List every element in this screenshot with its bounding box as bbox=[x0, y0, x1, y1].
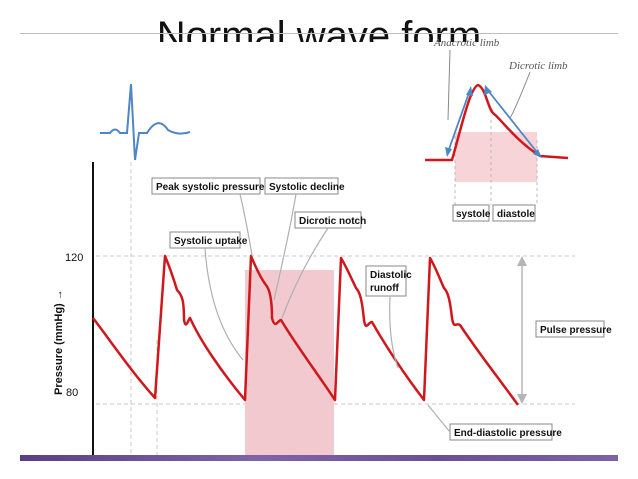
svg-text:Systolic uptake: Systolic uptake bbox=[174, 236, 248, 247]
svg-text:End-diastolic pressure: End-diastolic pressure bbox=[454, 428, 562, 439]
label-dicrotic-notch: Dicrotic notch bbox=[294, 211, 366, 229]
dicrotic-limb-label: Dicrotic limb bbox=[508, 60, 568, 72]
label-systolic-uptake: Systolic uptake bbox=[169, 231, 248, 249]
leader-lines bbox=[204, 193, 451, 433]
anacrotic-arrow bbox=[447, 89, 471, 153]
pulse-arrow-head-top bbox=[517, 256, 527, 266]
anacrotic-limb-label: Anacrotic limb bbox=[433, 37, 500, 49]
diastole-label: diastole bbox=[497, 209, 535, 220]
label-diastolic-runoff: Diastolic runoff bbox=[365, 265, 412, 297]
svg-text:Pulse pressure: Pulse pressure bbox=[540, 325, 612, 336]
svg-text:Dicrotic notch: Dicrotic notch bbox=[299, 216, 366, 227]
arterial-waveform bbox=[92, 254, 520, 406]
systole-label: systole bbox=[456, 209, 491, 220]
shaded-cycle bbox=[245, 270, 334, 455]
svg-text:Diastolic: Diastolic bbox=[370, 270, 412, 281]
label-pulse-pressure: Pulse pressure bbox=[535, 320, 612, 338]
ecg-trace bbox=[100, 83, 191, 161]
tick-80: 80 bbox=[66, 387, 78, 399]
inset-diagram: Anacrotic limb Dicrotic limb systole dia… bbox=[425, 37, 569, 222]
label-peak-systolic: Peak systolic pressure bbox=[151, 177, 265, 195]
tick-120: 120 bbox=[65, 252, 83, 264]
svg-text:runoff: runoff bbox=[370, 283, 400, 294]
label-systolic-decline: Systolic decline bbox=[264, 177, 345, 195]
slide-title: Normal wave form bbox=[156, 14, 482, 42]
dicrotic-arrow bbox=[485, 87, 541, 157]
pulse-arrow-head-bottom bbox=[517, 394, 527, 404]
svg-text:Systolic decline: Systolic decline bbox=[269, 182, 345, 193]
title-divider bbox=[20, 33, 618, 34]
y-axis-label: Pressure (mmHg) → bbox=[53, 289, 65, 395]
label-end-diastolic: End-diastolic pressure bbox=[449, 423, 562, 441]
footer-band bbox=[20, 455, 618, 461]
svg-text:Peak systolic pressure: Peak systolic pressure bbox=[156, 182, 265, 193]
